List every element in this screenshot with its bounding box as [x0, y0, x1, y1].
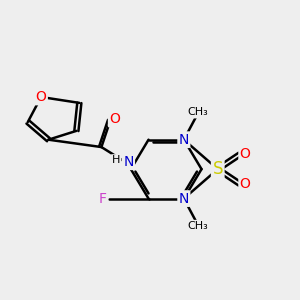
- Text: S: S: [212, 160, 223, 178]
- Text: F: F: [99, 192, 107, 206]
- Text: O: O: [240, 147, 250, 161]
- Text: N: N: [179, 192, 189, 206]
- Text: CH₃: CH₃: [188, 107, 208, 117]
- Text: N: N: [123, 155, 134, 169]
- Text: O: O: [240, 177, 250, 191]
- Text: O: O: [109, 112, 120, 126]
- Text: N: N: [179, 133, 189, 147]
- Text: O: O: [36, 90, 46, 104]
- Text: CH₃: CH₃: [188, 221, 208, 231]
- Text: H: H: [112, 155, 120, 165]
